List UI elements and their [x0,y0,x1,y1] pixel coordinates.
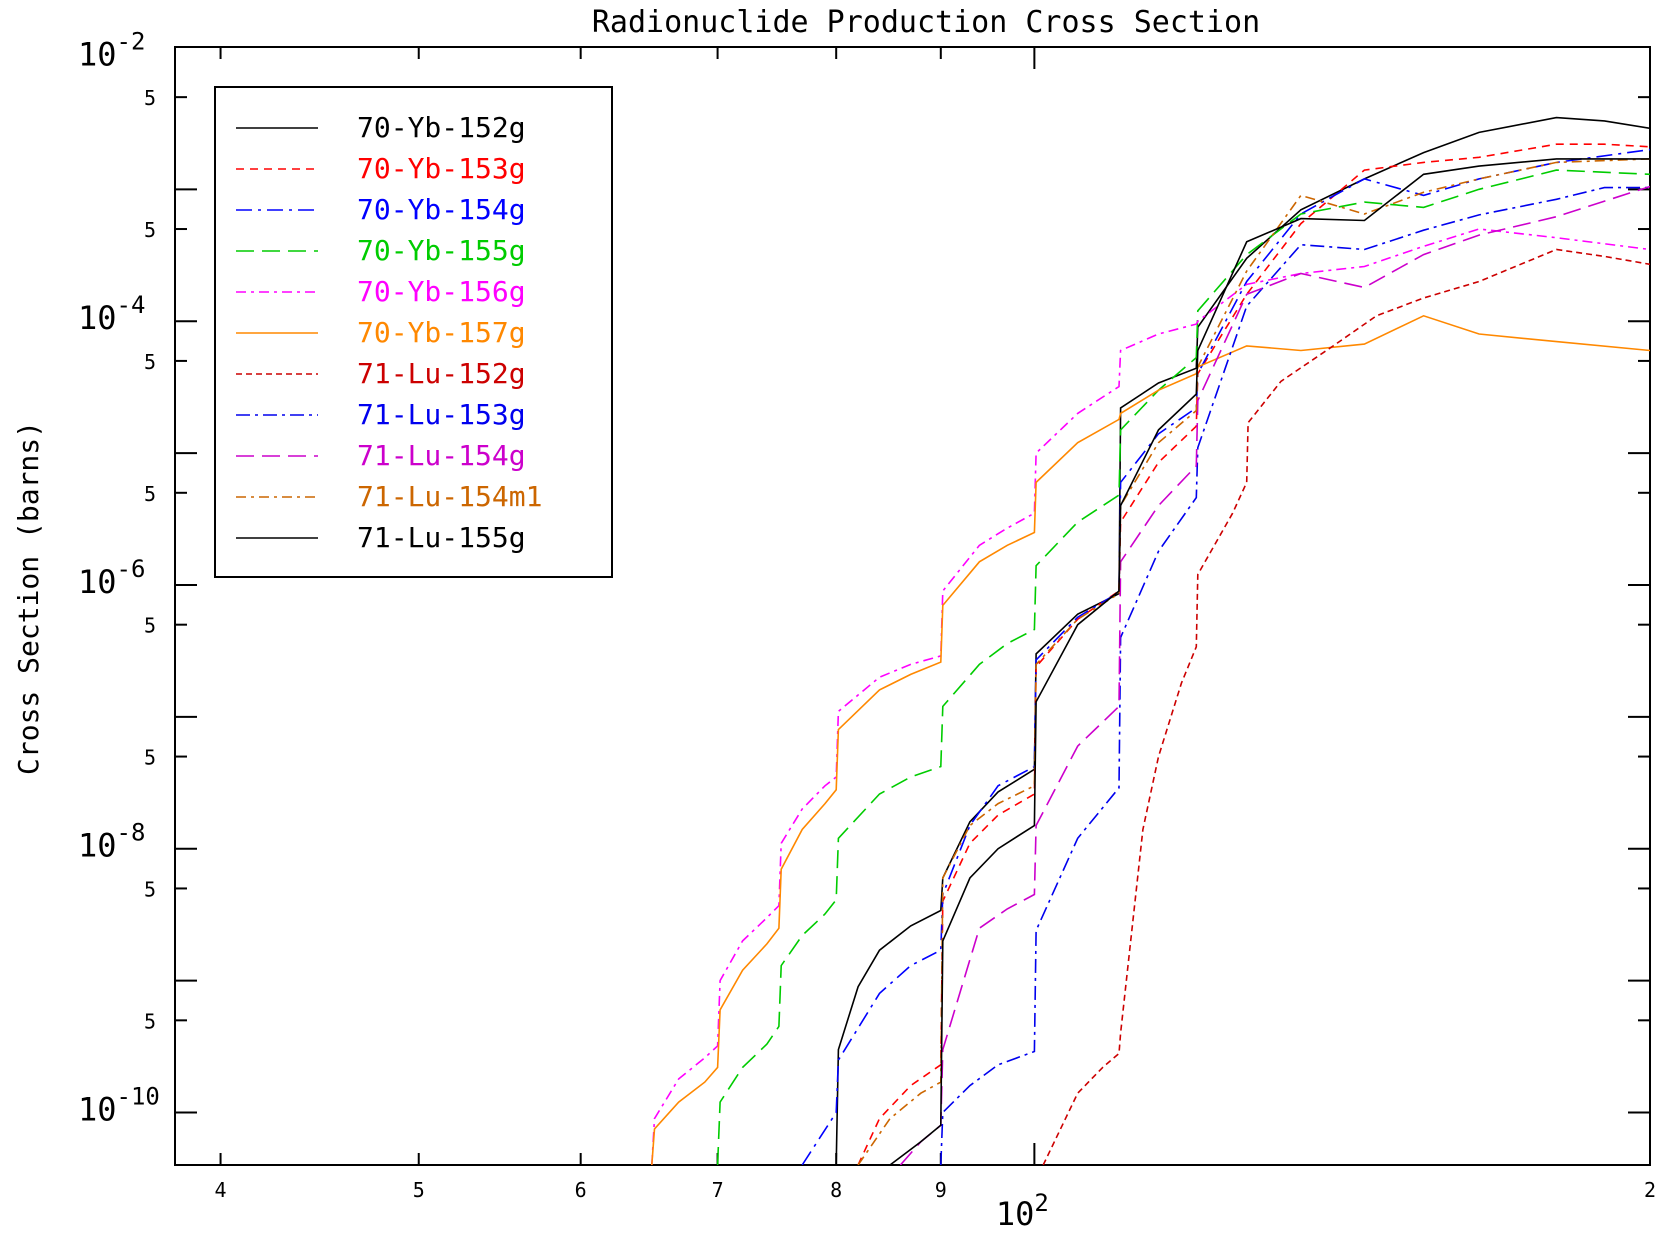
y-major-exp: -10 [117,1083,160,1111]
x-tick-label: 6 [575,1178,587,1202]
y-major-tick-label: 10-10 [78,1083,160,1129]
series-line-70-Yb-155g [716,169,1650,1165]
series-line-71-Lu-153g [940,186,1650,1165]
x-tick-label: 4 [215,1178,227,1202]
y-minor-tick-label: 5 [144,86,156,110]
y-major-tick-label: 10-4 [78,291,145,337]
plot-frame [174,46,1651,1166]
y-minor-tick-label: 5 [144,877,156,901]
y-major-base: 10 [78,827,117,865]
legend-label: 71-Lu-152g [357,357,526,390]
legend-label: 71-Lu-154m1 [357,480,542,513]
series-line-71-Lu-155g [889,158,1650,1165]
series-line-70-Yb-154g [801,148,1650,1165]
y-minor-tick-label: 5 [144,1009,156,1033]
y-major-exp: -4 [117,291,146,319]
chart-title: Radionuclide Production Cross Section [592,5,1260,40]
x-tick-label: 5 [413,1178,425,1202]
y-major-base: 10 [78,35,117,73]
y-minor-tick-label: 5 [144,614,156,638]
series-line-71-Lu-154g [899,185,1650,1165]
series-line-70-Yb-157g [651,314,1650,1165]
y-axis-label: Cross Section (barns) [12,421,45,775]
y-major-tick-label: 10-6 [78,555,145,601]
y-major-tick-label: 10-2 [78,27,145,73]
y-minor-tick-label: 5 [144,482,156,506]
x-major-exp: 2 [1034,1189,1048,1217]
y-major-exp: -2 [117,27,146,55]
legend: 70-Yb-152g 70-Yb-153g 70-Yb-154g 70-Yb-155g… [214,86,613,578]
legend-label: 70-Yb-152g [357,111,526,144]
y-major-exp: -8 [117,819,146,847]
x-major-tick-label: 102 [996,1189,1049,1233]
y-major-base: 10 [78,1091,117,1129]
legend-label: 70-Yb-154g [357,193,526,226]
x-tick-label: 9 [935,1178,947,1202]
y-major-exp: -6 [117,555,146,583]
legend-label: 70-Yb-153g [357,152,526,185]
legend-label: 70-Yb-157g [357,316,526,349]
y-major-base: 10 [78,563,117,601]
series-lines [651,116,1650,1165]
series-line-71-Lu-152g [1042,248,1650,1165]
y-minor-tick-label: 5 [144,746,156,770]
series-line-70-Yb-152g [835,116,1650,1165]
x-tick-label: 2 [1644,1178,1656,1202]
y-minor-tick-label: 5 [144,218,156,242]
legend-label: 71-Lu-153g [357,398,526,431]
legend-label: 70-Yb-155g [357,234,526,267]
series-line-71-Lu-154m1 [857,158,1650,1165]
y-major-tick-label: 10-8 [78,819,145,865]
x-tick-label: 7 [712,1178,724,1202]
x-tick-label: 8 [830,1178,842,1202]
legend-label: 71-Lu-155g [357,521,526,554]
legend-label: 71-Lu-154g [357,439,526,472]
legend-label: 70-Yb-156g [357,275,526,308]
y-minor-tick-label: 5 [144,350,156,374]
series-line-70-Yb-156g [651,228,1650,1165]
y-major-base: 10 [78,299,117,337]
x-major-base: 10 [996,1195,1035,1233]
